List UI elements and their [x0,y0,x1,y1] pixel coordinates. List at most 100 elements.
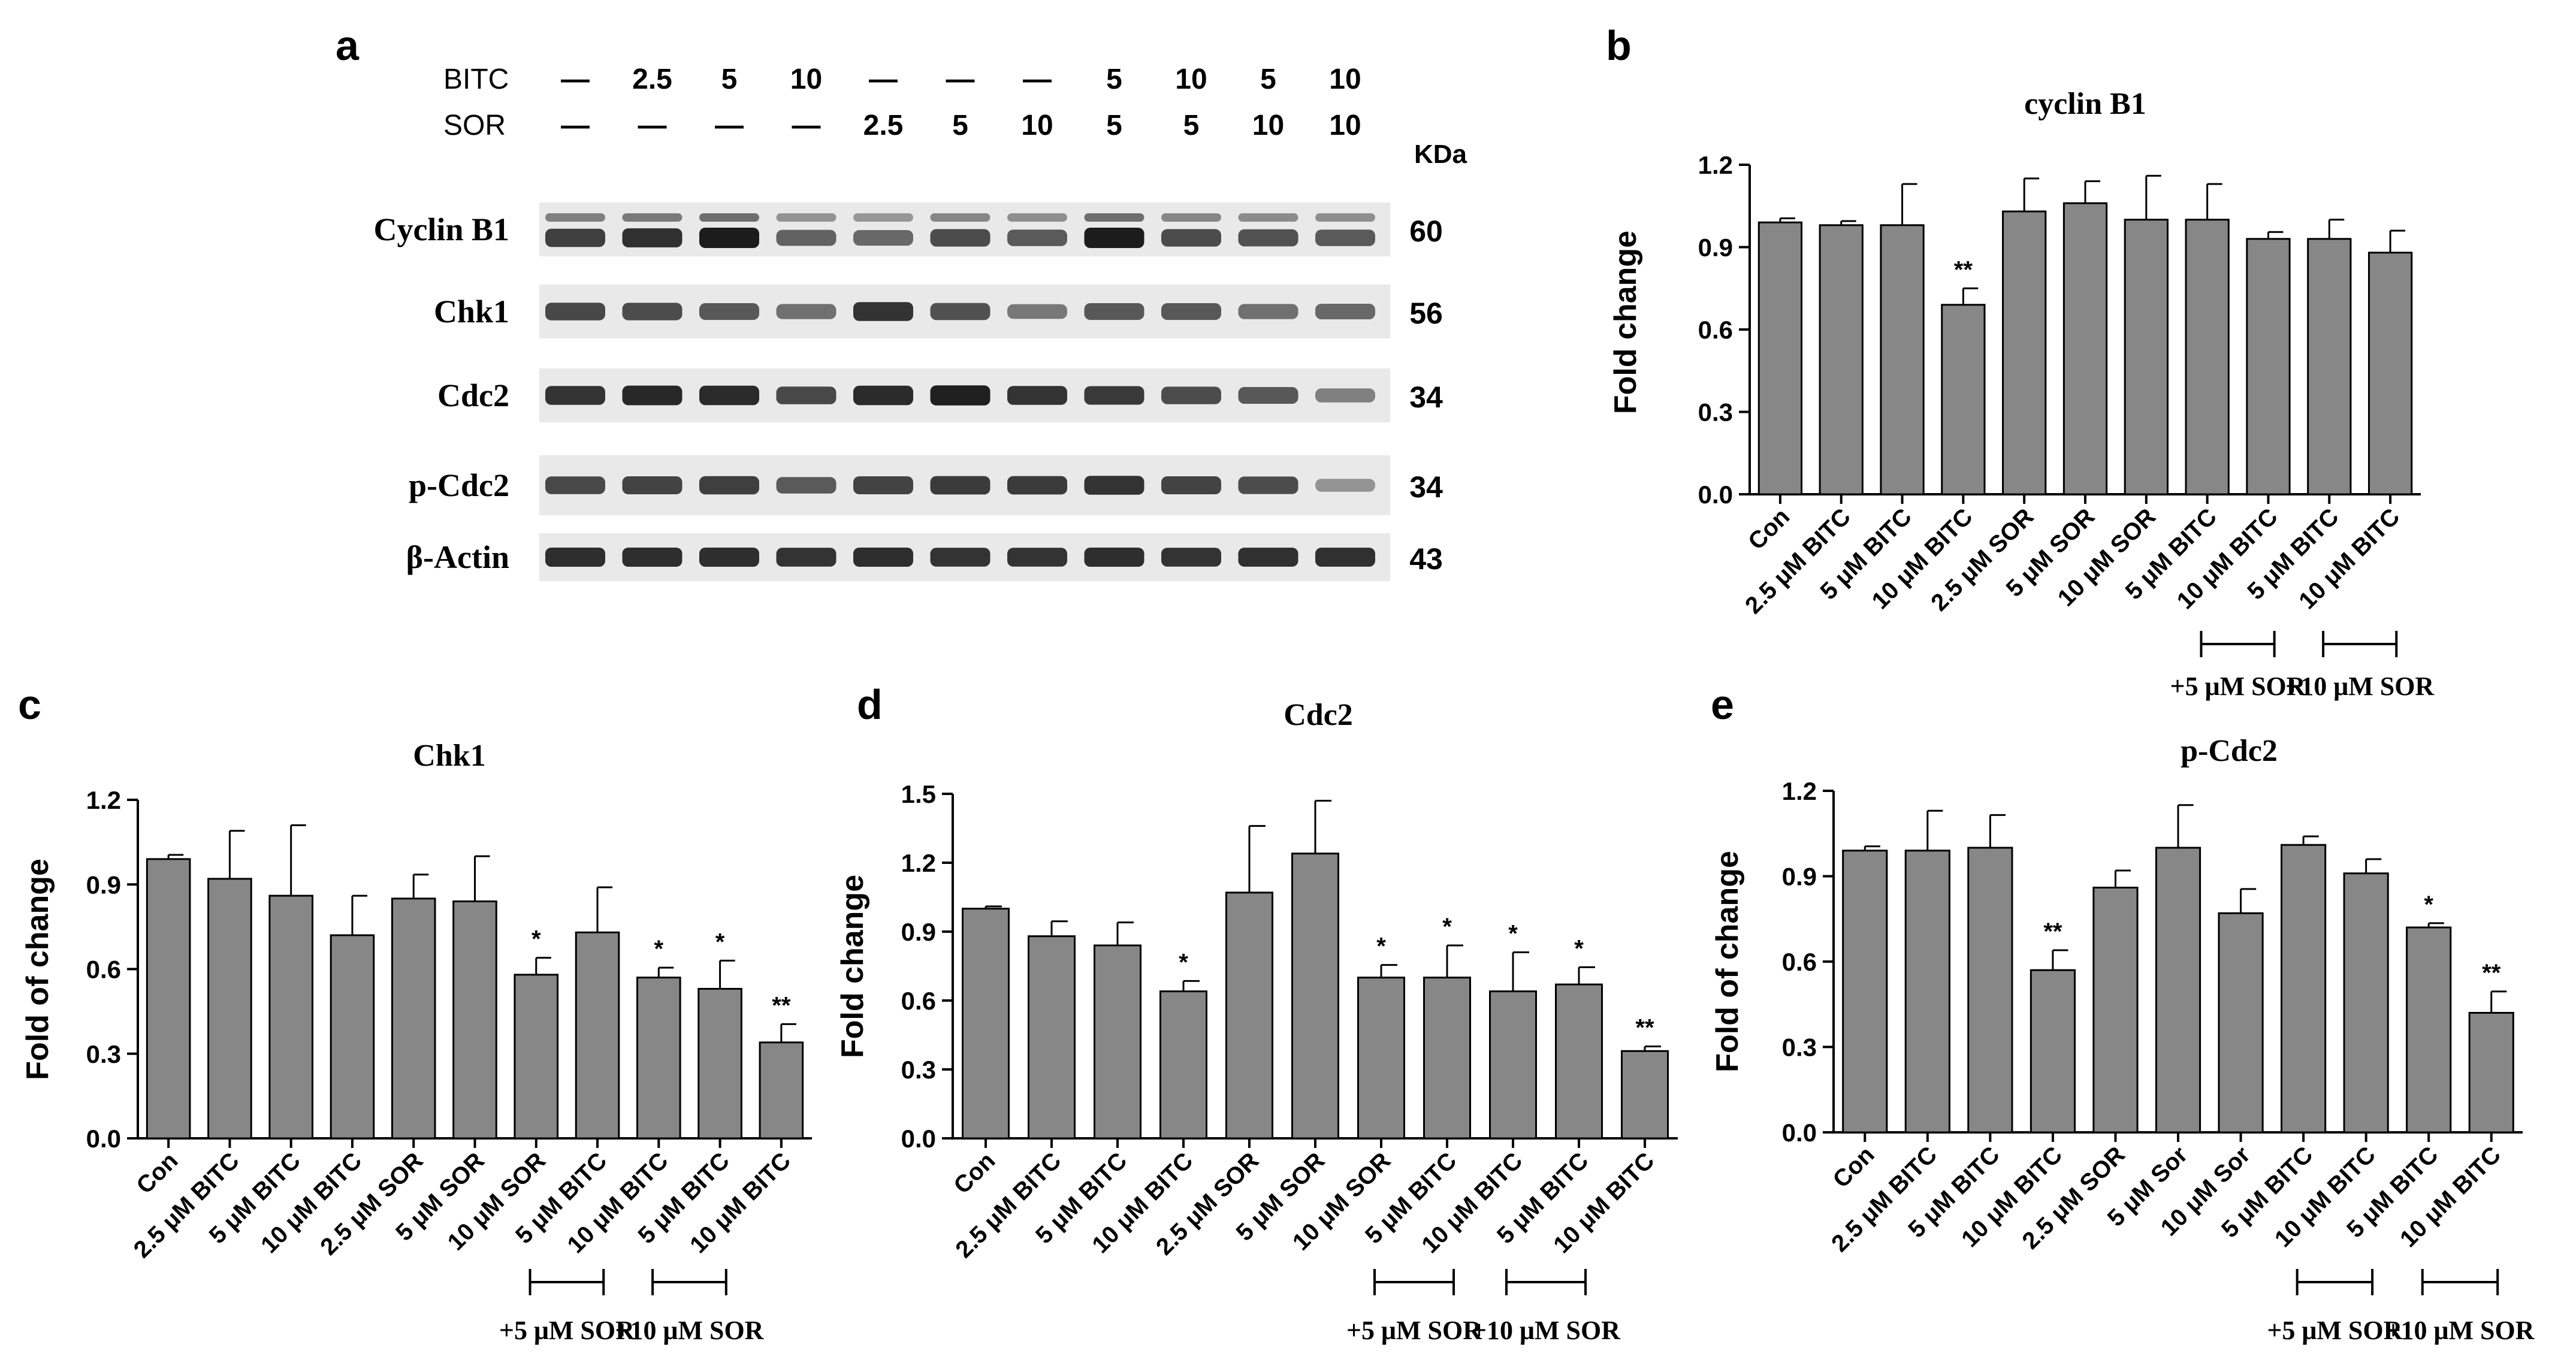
sor-row-label: SOR [443,110,506,141]
blot-band [622,228,682,247]
panel-letter-a: a [336,22,360,69]
bitc-dose: 5 [1106,64,1122,95]
blot-band [1315,229,1375,246]
x-tick-label: Con [1828,1141,1880,1193]
blot-band-upper [622,213,682,222]
bar [2307,238,2352,495]
bar [1159,990,1207,1140]
blot-band [1315,304,1375,319]
bar [1904,850,1950,1134]
significance-marker: * [654,936,664,962]
blot-kda: 34 [1409,470,1443,504]
blot-band [853,302,913,321]
bar [2218,912,2264,1134]
group-label: +5 μM SOR [2267,1316,2403,1345]
blot-band [776,229,836,246]
x-tick-label: 2.5 μM BITC [129,1147,244,1263]
y-tick-label: 0.6 [1698,316,1733,344]
group-label: +10 μM SOR [615,1316,764,1345]
blot-band [545,303,605,321]
blot-label: Cdc2 [437,377,509,413]
blot-band [1007,476,1067,495]
sor-dose: 10 [1329,110,1361,141]
blot-band [1084,303,1144,320]
group-label: +10 μM SOR [2385,1316,2535,1345]
chart-title: Cdc2 [1284,698,1353,732]
blot-kda: 34 [1409,380,1443,414]
blot-label: β-Actin [406,539,509,575]
y-tick-label: 1.2 [1782,777,1817,805]
bitc-dose: 10 [1329,64,1361,95]
sor-dose: — [638,110,667,141]
group-label: +10 μM SOR [1472,1316,1621,1345]
x-tick-label: Con [949,1147,1000,1199]
blot-kda: 56 [1409,297,1443,330]
blot-band-upper [930,213,990,222]
significance-marker: * [1179,949,1188,975]
blot-band [699,476,759,495]
blot-band [1007,304,1067,319]
significance-marker: ** [2482,960,2501,986]
blot-band [853,230,913,246]
blot-band [1084,547,1144,567]
cyclin-b1-chart: b cyclin B1 Fold change 0.0 0.3 0.6 0.9 1.2 Con2… [1606,22,2435,701]
blot-band-upper [776,213,836,222]
blot-band [699,303,759,320]
y-tick-label: 1.2 [901,849,936,877]
significance-marker: * [1508,921,1518,947]
bar [1489,990,1537,1140]
y-tick-label: 0.6 [86,956,121,984]
y-tick-label: 1.2 [86,786,121,814]
bar [1941,304,1986,495]
sor-dose: — [561,110,590,141]
blot-band [622,547,682,567]
y-tick-label: 0.3 [86,1040,121,1068]
bar [962,908,1010,1140]
x-tick-label: Con [1743,503,1795,555]
group-label: +5 μM SOR [2170,672,2306,701]
sor-dose: — [715,110,744,141]
blot-band [776,304,836,319]
bar [2062,202,2108,495]
bar [2030,969,2076,1134]
blot-label: Chk1 [434,294,509,330]
blot-band [622,385,682,406]
y-tick-label: 0.6 [1782,948,1817,976]
blot-band [853,476,913,494]
bar [1094,944,1141,1140]
bitc-dose: 5 [721,64,738,95]
blot-band [1007,229,1067,246]
blot-kda: 43 [1409,542,1443,576]
bar [1225,891,1273,1140]
bar [2124,219,2169,495]
y-tick-label: 0.3 [1782,1033,1817,1062]
bar [146,858,191,1140]
blot-band-upper [1084,213,1144,222]
blot-band-upper [1007,213,1067,222]
significance-marker: ** [1954,256,1973,283]
blot-band [1238,387,1298,404]
blot-band [622,303,682,321]
significance-marker: ** [2043,918,2062,945]
blot-band [699,385,759,406]
sor-dose: — [792,110,821,141]
blot-band [1161,476,1221,494]
y-tick-label: 0.3 [1698,398,1733,427]
blot-band [699,547,759,567]
blot-band [1161,386,1221,404]
bitc-dose: — [869,64,898,95]
blot-band [930,385,990,406]
sor-dose: 10 [1021,110,1053,141]
blot-label: Cyclin B1 [373,211,509,247]
bitc-dose: — [946,64,975,95]
blot-band [1315,388,1375,403]
western-blot-panel: a BITC SOR — 2.5 5 10 — — — 5 10 5 10 — — — — 2.5 5 10 5 5 10 10… [336,22,1467,581]
sor-dose: 5 [952,110,968,141]
x-tick-label: 2.5 μM BITC [1740,503,1856,619]
bar [2002,210,2047,495]
y-tick-label: 1.2 [1698,151,1733,179]
y-tick-label: 0.0 [901,1125,936,1153]
blot-label: p-Cdc2 [409,467,509,503]
blot-band [1084,386,1144,405]
group-label: +10 μM SOR [2285,672,2435,701]
